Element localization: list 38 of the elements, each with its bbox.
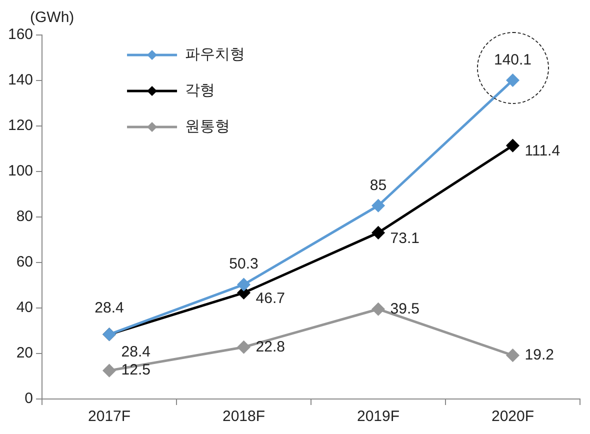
point (506, 74, 520, 87)
point (238, 340, 250, 354)
data-label: 46.7 (256, 290, 285, 307)
y-tick-label: 0 (24, 390, 34, 408)
point (506, 349, 520, 362)
data-label: 19.2 (524, 346, 554, 364)
y-tick-label: 80 (16, 208, 34, 226)
y-tick-label: 100 (8, 162, 34, 180)
x-tick-label: 2017F (88, 408, 131, 426)
y-tick-label: 60 (16, 254, 34, 271)
y-tick-label: 20 (16, 344, 34, 362)
y-tick-label: 40 (16, 299, 34, 316)
data-label: 73.1 (390, 230, 420, 247)
data-label: 28.4 (94, 300, 124, 317)
data-label: 39.5 (390, 300, 420, 318)
point (372, 302, 385, 316)
legend-label: 원통형 (185, 118, 230, 136)
x-tick-label: 2020F (491, 408, 534, 426)
x-tick-label: 2018F (222, 408, 266, 426)
y-tick-label: 160 (8, 26, 34, 44)
data-label: 28.4 (121, 344, 150, 361)
point (506, 139, 520, 152)
y-tick-label: 120 (8, 117, 34, 134)
data-label: 140.1 (494, 51, 532, 68)
x-tick-label: 2019F (356, 408, 400, 426)
legend-label: 각형 (185, 82, 216, 100)
y-axis-title: (GWh) (30, 9, 74, 26)
data-label: 22.8 (256, 338, 285, 356)
point (238, 278, 250, 291)
y-tick-label: 140 (8, 72, 34, 89)
data-label: 50.3 (229, 256, 258, 273)
data-label: 12.5 (121, 362, 150, 379)
point (372, 226, 385, 239)
point (103, 364, 116, 377)
data-label: 85 (370, 176, 387, 194)
data-label: 111.4 (524, 142, 560, 160)
point (372, 199, 385, 212)
legend-label: 파우치형 (185, 46, 246, 64)
